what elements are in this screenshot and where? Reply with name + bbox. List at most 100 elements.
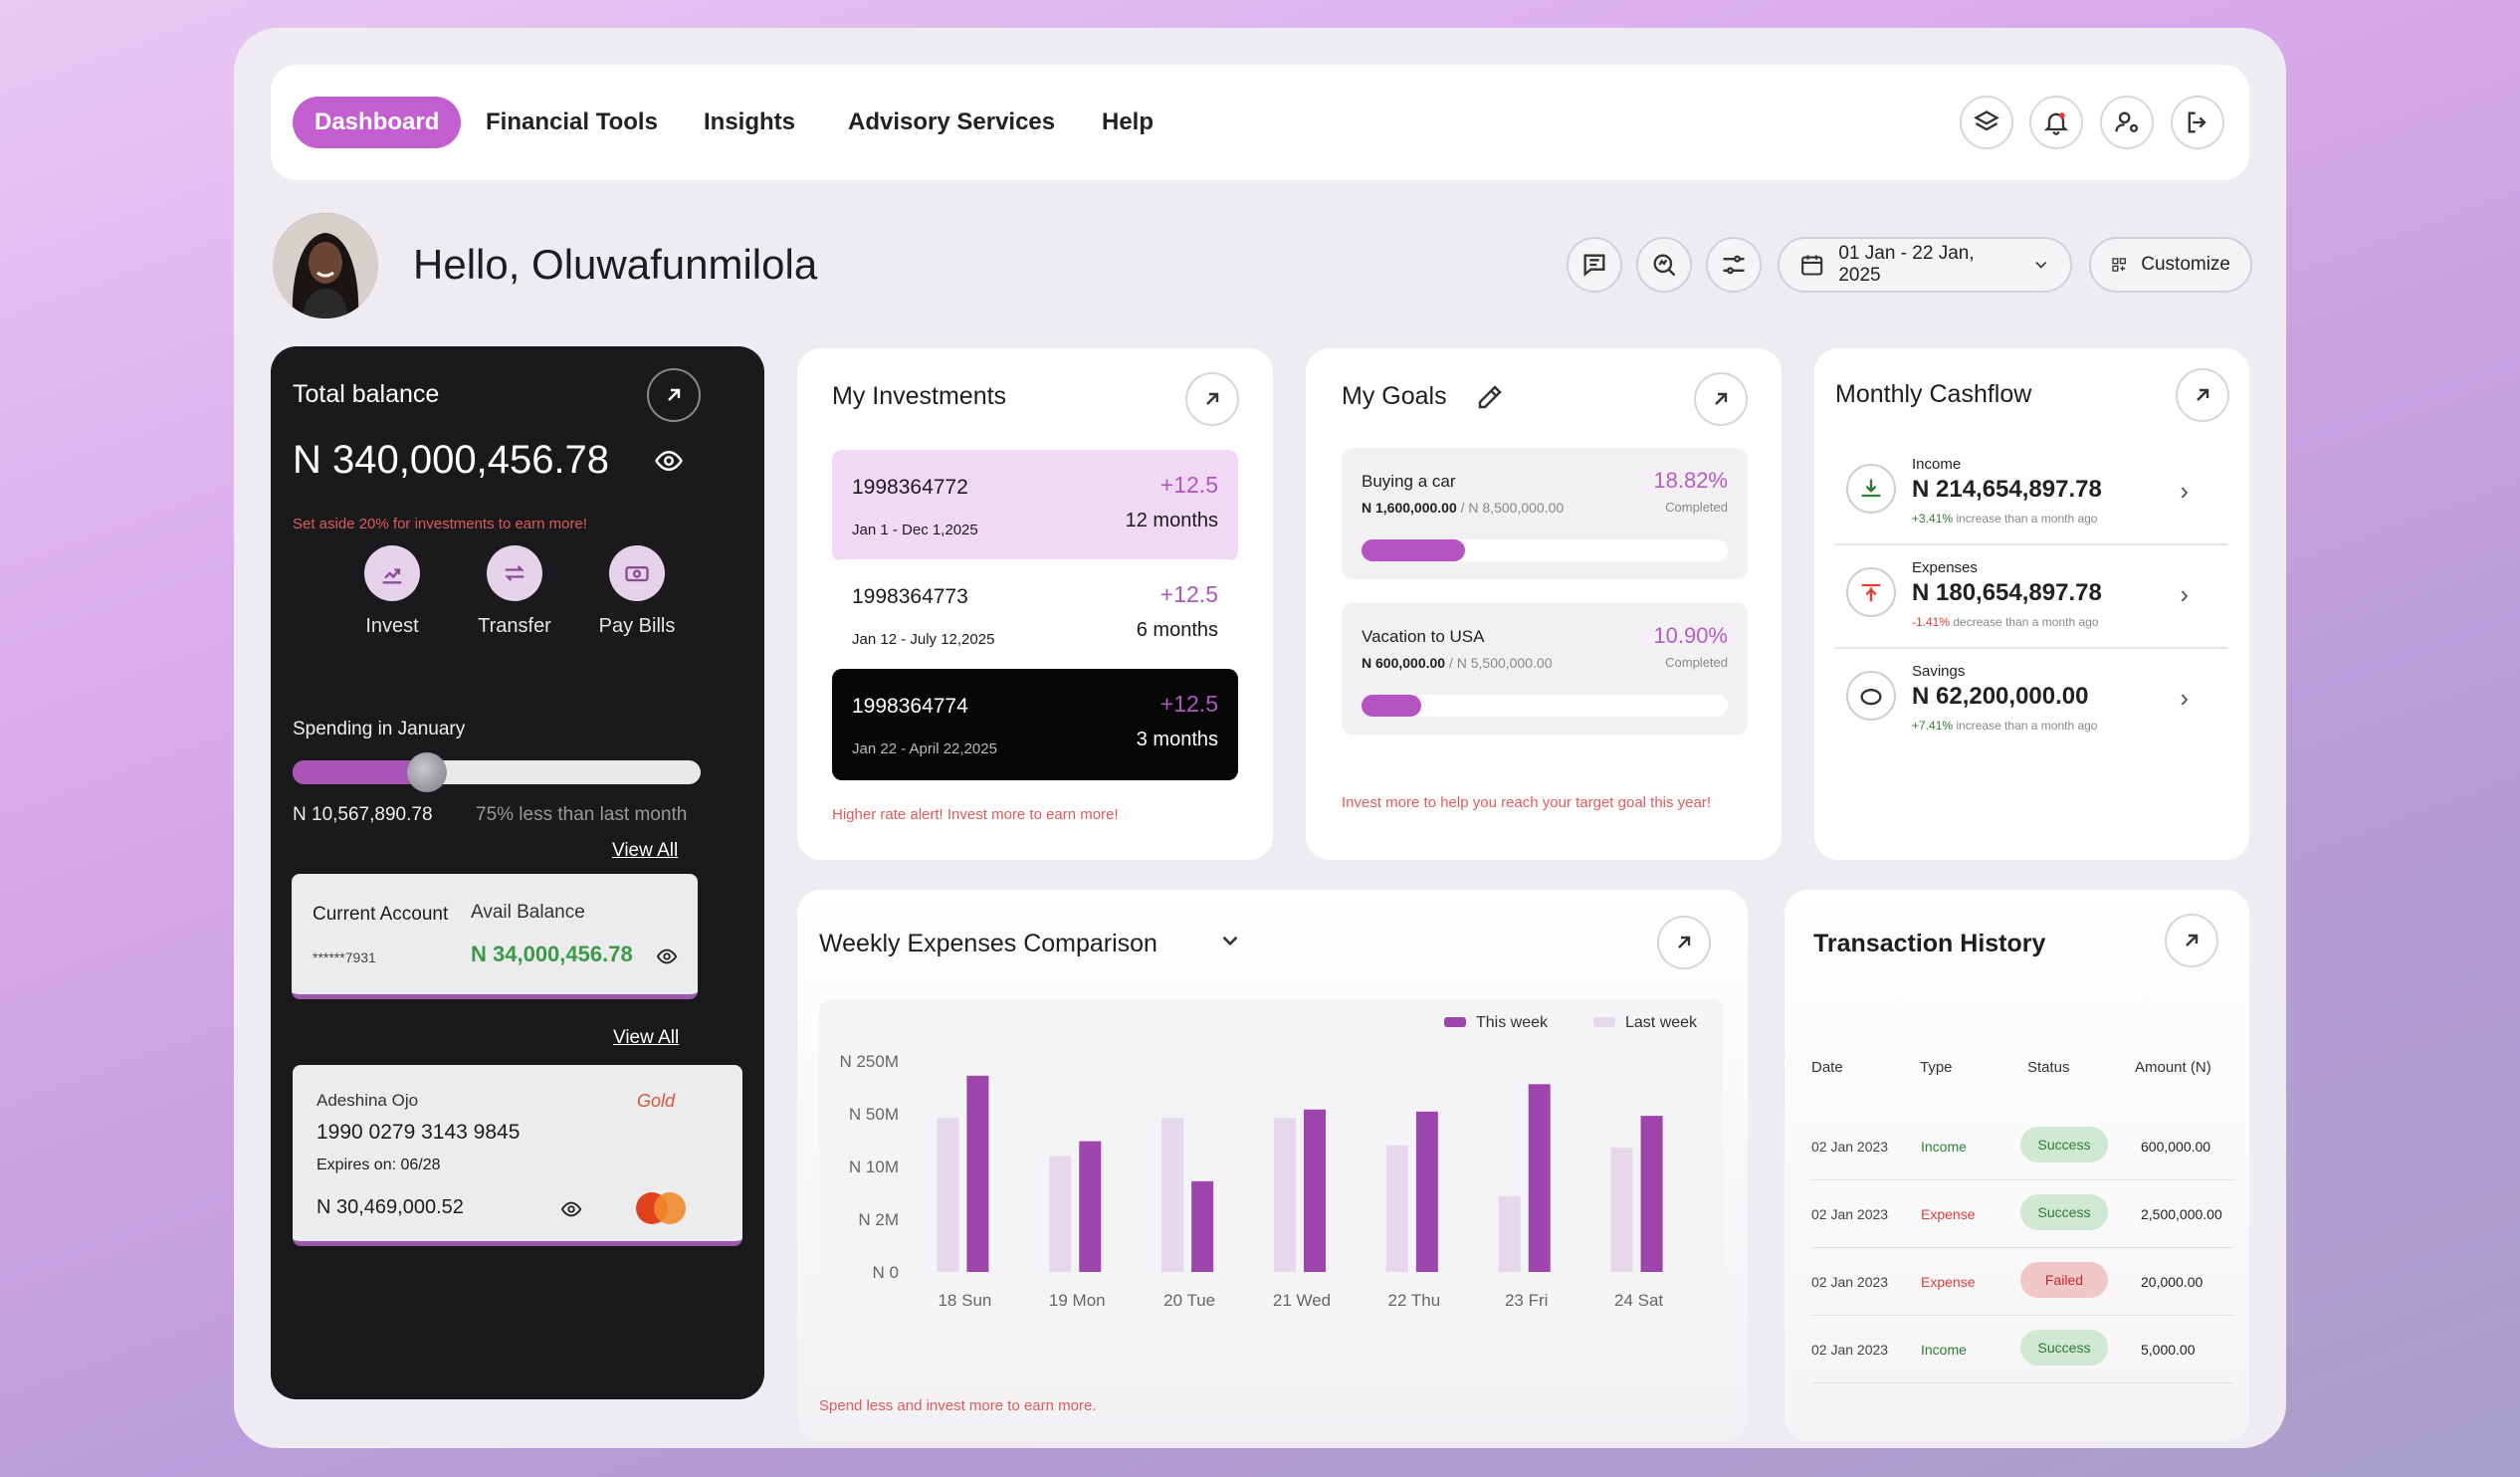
weekly-expand-button[interactable]	[1657, 916, 1711, 969]
x-tick-label: 24 Sat	[1614, 1291, 1663, 1310]
weekly-dropdown-button[interactable]	[1217, 928, 1243, 958]
goal-amount: N 600,000.00 / N 5,500,000.00	[1362, 655, 1553, 671]
cashflow-savings-row[interactable]: Savings N 62,200,000.00 +7.41% increase …	[1834, 649, 2228, 752]
invest-icon	[382, 568, 402, 584]
investments-title: My Investments	[832, 382, 1007, 410]
goal-percent: 10.90%	[1653, 623, 1728, 648]
weekly-title: Weekly Expenses Comparison	[819, 930, 1157, 957]
goal-progress-fill	[1362, 539, 1465, 561]
bar-last-week	[937, 1118, 959, 1272]
tx-date: 02 Jan 2023	[1811, 1139, 1889, 1155]
message-icon	[1583, 254, 1605, 277]
user-settings-button[interactable]	[2100, 96, 2154, 149]
toggle-visibility-button[interactable]	[654, 446, 684, 481]
table-row[interactable]: 02 Jan 2023 Income Success 5,000.00	[1811, 1316, 2234, 1383]
account-visibility-button[interactable]	[656, 946, 678, 972]
legend-swatch-this-week	[1444, 1017, 1466, 1027]
account-number: ******7931	[313, 950, 376, 965]
investment-id: 1998364772	[852, 476, 968, 499]
balance-expand-button[interactable]	[647, 368, 701, 422]
notification-icon	[2043, 112, 2069, 135]
card-visibility-button[interactable]	[560, 1198, 582, 1225]
table-row[interactable]: 02 Jan 2023 Income Success 600,000.00	[1811, 1113, 2234, 1180]
cashflow-card: Monthly Cashflow Income N 214,654,897.78…	[1814, 348, 2249, 860]
tab-financial-tools[interactable]: Financial Tools	[486, 108, 658, 135]
invest-action[interactable]: Invest	[342, 545, 442, 638]
messages-button[interactable]	[1567, 237, 1622, 293]
income-icon	[1846, 464, 1896, 514]
notification-button[interactable]	[2029, 96, 2083, 149]
goal-item[interactable]: Vacation to USA N 600,000.00 / N 5,500,0…	[1342, 603, 1748, 735]
goal-progress-track	[1362, 539, 1728, 561]
goals-expand-button[interactable]	[1694, 372, 1748, 426]
column-header-date: Date	[1811, 1059, 1843, 1076]
investment-item[interactable]: 1998364774 Jan 22 - April 22,2025 +12.5 …	[832, 669, 1238, 780]
investments-alert: Higher rate alert! Invest more to earn m…	[832, 806, 1119, 823]
account-title: Current Account	[313, 904, 449, 925]
layers-button[interactable]	[1960, 96, 2013, 149]
table-row[interactable]: 02 Jan 2023 Expense Failed 20,000.00	[1811, 1248, 2234, 1316]
tx-date: 02 Jan 2023	[1811, 1274, 1889, 1290]
investment-dates: Jan 1 - Dec 1,2025	[852, 522, 978, 538]
pay-bills-icon	[625, 566, 649, 582]
transaction-expand-button[interactable]	[2165, 914, 2218, 967]
status-badge: Success	[2020, 1330, 2108, 1366]
investment-item[interactable]: 1998364772 Jan 1 - Dec 1,2025 +12.5 12 m…	[832, 450, 1238, 561]
investment-dates: Jan 22 - April 22,2025	[852, 740, 997, 757]
savings-change: +7.41% increase than a month ago	[1912, 719, 2098, 733]
legend-label-last-week: Last week	[1625, 1014, 1698, 1031]
account-avail-label: Avail Balance	[471, 902, 585, 923]
tab-advisory-services[interactable]: Advisory Services	[848, 108, 1056, 135]
table-row[interactable]: 02 Jan 2023 Expense Success 2,500,000.00	[1811, 1180, 2234, 1248]
cashflow-expenses-row[interactable]: Expenses N 180,654,897.78 -1.41% decreas…	[1834, 545, 2228, 649]
tab-dashboard[interactable]: Dashboard	[293, 97, 462, 148]
bar-last-week	[1161, 1118, 1184, 1272]
filter-icon	[1723, 255, 1745, 275]
spending-slider[interactable]	[293, 752, 701, 792]
cashflow-income-row[interactable]: Income N 214,654,897.78 +3.41% increase …	[1834, 442, 2228, 545]
pay-bills-action[interactable]: Pay Bills	[587, 545, 687, 638]
date-range-picker[interactable]: 01 Jan - 22 Jan, 2025	[1778, 237, 2072, 293]
logout-button[interactable]	[2171, 96, 2224, 149]
investment-dates: Jan 12 - July 12,2025	[852, 631, 995, 648]
tx-date: 02 Jan 2023	[1811, 1342, 1889, 1358]
investment-rate: +12.5	[1159, 472, 1218, 498]
investment-id: 1998364774	[852, 695, 968, 718]
bar-this-week	[1528, 1084, 1551, 1272]
tx-amount: 5,000.00	[2141, 1342, 2196, 1358]
legend-label-this-week: This week	[1476, 1014, 1549, 1031]
cashflow-expand-button[interactable]	[2176, 368, 2229, 422]
investments-expand-button[interactable]	[1185, 372, 1239, 426]
spending-slider-knob[interactable]	[407, 752, 447, 792]
weekly-expenses-card: Weekly Expenses Comparison This week Last…	[797, 890, 1748, 1441]
edit-goals-button[interactable]	[1475, 382, 1505, 417]
avatar[interactable]	[273, 213, 378, 318]
goal-status: Completed	[1665, 655, 1728, 670]
goal-name: Buying a car	[1362, 472, 1456, 491]
chevron-down-icon	[1222, 936, 1238, 947]
card-balance: N 30,469,000.52	[316, 1196, 464, 1218]
pay-bills-label: Pay Bills	[598, 615, 676, 637]
investment-item[interactable]: 1998364773 Jan 12 - July 12,2025 +12.5 6…	[832, 559, 1238, 671]
arrow-up-right-icon	[1715, 392, 1728, 405]
tab-insights[interactable]: Insights	[704, 108, 796, 135]
customize-button[interactable]: Customize	[2089, 237, 2252, 293]
filter-button[interactable]	[1706, 237, 1762, 293]
customize-label: Customize	[2141, 254, 2230, 275]
tab-help[interactable]: Help	[1102, 108, 1155, 135]
view-all-cards-link[interactable]: View All	[613, 1027, 680, 1048]
bank-card[interactable]: Adeshina Ojo Gold 1990 0279 3143 9845 Ex…	[293, 1065, 742, 1246]
search-button[interactable]	[1636, 237, 1692, 293]
spending-amount: N 10,567,890.78	[293, 804, 433, 825]
tx-type: Expense	[1921, 1206, 1976, 1222]
goals-card: My Goals Buying a car N 1,600,000.00 / N…	[1306, 348, 1782, 860]
view-all-accounts-link[interactable]: View All	[612, 840, 679, 861]
transfer-action[interactable]: Transfer	[465, 545, 564, 638]
goal-item[interactable]: Buying a car N 1,600,000.00 / N 8,500,00…	[1342, 448, 1748, 579]
bar-this-week	[1191, 1180, 1214, 1272]
goal-name: Vacation to USA	[1362, 627, 1485, 646]
transaction-history-card: Transaction History	[1785, 890, 2249, 1441]
investment-rate: +12.5	[1159, 691, 1218, 717]
current-account-card[interactable]: Current Account Avail Balance ******7931…	[292, 874, 698, 999]
legend-swatch-last-week	[1593, 1017, 1615, 1027]
